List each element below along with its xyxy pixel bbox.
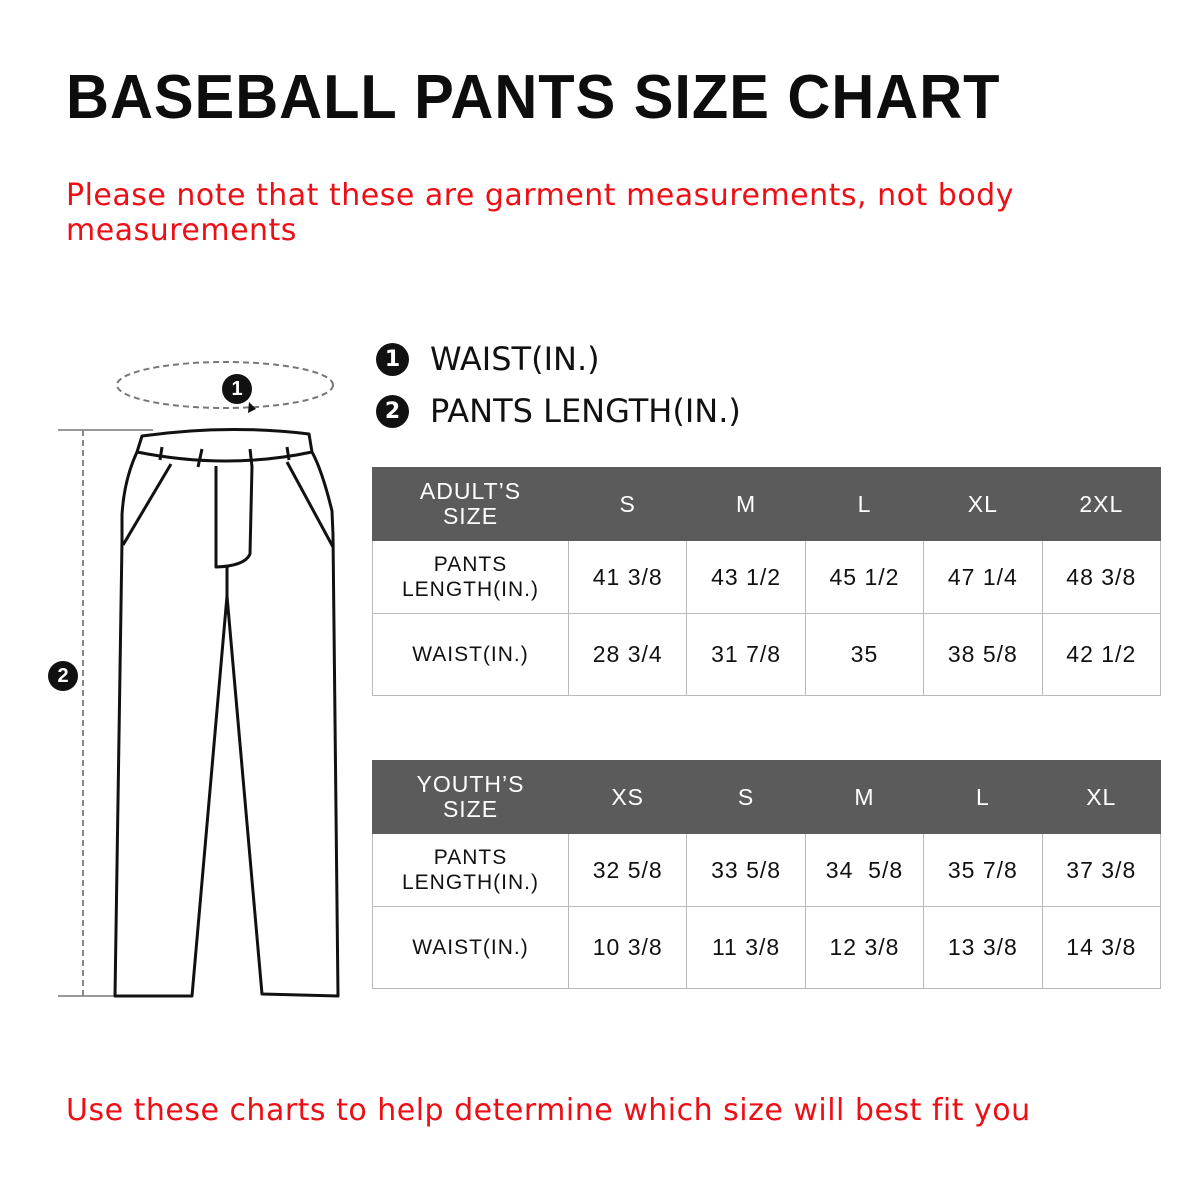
table-cell: 43 1/2 bbox=[686, 540, 806, 614]
table-cell: 11 3/8 bbox=[686, 906, 806, 989]
legend-label: WAIST(IN.) bbox=[430, 340, 600, 378]
header-line: SIZE bbox=[442, 503, 499, 529]
table-cell: 34 5/8 bbox=[804, 833, 925, 907]
note-line-2: measurements bbox=[66, 213, 297, 248]
garment-measurement-note: Please note that these are garment measu… bbox=[66, 178, 1014, 248]
header-cell: YOUTH’S SIZE bbox=[372, 760, 569, 834]
table-cell: 33 5/8 bbox=[686, 833, 806, 907]
size-header: L bbox=[804, 467, 925, 541]
row-label: WAIST(IN.) bbox=[372, 613, 569, 696]
table-cell: 47 1/4 bbox=[923, 540, 1043, 614]
label-line: LENGTH(IN.) bbox=[402, 871, 539, 894]
row-label: PANTS LENGTH(IN.) bbox=[372, 540, 569, 614]
adult-size-table: ADULT’S SIZE S M L XL 2XL PANTS LENGTH(IN.… bbox=[372, 467, 1162, 696]
table-header-row: ADULT’S SIZE S M L XL 2XL bbox=[372, 467, 1162, 541]
size-header: S bbox=[567, 467, 688, 541]
size-header: L bbox=[923, 760, 1043, 834]
legend-pants-length: 2 PANTS LENGTH(IN.) bbox=[376, 392, 741, 430]
legend-label: PANTS LENGTH(IN.) bbox=[430, 392, 741, 430]
table-cell: 41 3/8 bbox=[567, 540, 688, 614]
size-header: M bbox=[804, 760, 925, 834]
header-line: ADULT’S bbox=[419, 478, 522, 504]
row-label: WAIST(IN.) bbox=[372, 906, 569, 989]
size-header: S bbox=[686, 760, 806, 834]
table-cell: 28 3/4 bbox=[567, 613, 688, 696]
size-header: XL bbox=[923, 467, 1043, 541]
size-header: 2XL bbox=[1041, 467, 1162, 541]
table-header-row: YOUTH’S SIZE XS S M L XL bbox=[372, 760, 1162, 834]
label-line: PANTS bbox=[433, 846, 508, 869]
table-cell: 35 bbox=[804, 613, 925, 696]
table-cell: 42 1/2 bbox=[1041, 613, 1162, 696]
table-row: PANTS LENGTH(IN.) 41 3/8 43 1/2 45 1/2 47… bbox=[372, 540, 1162, 614]
fit-guidance-note: Use these charts to help determine which… bbox=[66, 1093, 1031, 1128]
length-marker-icon: 2 bbox=[48, 661, 78, 691]
size-header: XL bbox=[1041, 760, 1162, 834]
legend-waist: 1 WAIST(IN.) bbox=[376, 340, 600, 378]
size-header: XS bbox=[567, 760, 688, 834]
table-cell: 38 5/8 bbox=[923, 613, 1043, 696]
number-2-icon: 2 bbox=[376, 394, 409, 428]
table-cell: 32 5/8 bbox=[567, 833, 688, 907]
table-cell: 31 7/8 bbox=[686, 613, 806, 696]
pants-outline bbox=[113, 427, 340, 998]
label-line: LENGTH(IN.) bbox=[402, 578, 539, 601]
pants-diagram bbox=[58, 361, 340, 998]
waist-measure-ellipse bbox=[116, 361, 334, 409]
youth-size-table: YOUTH’S SIZE XS S M L XL PANTS LENGTH(IN.)… bbox=[372, 760, 1162, 989]
header-cell: ADULT’S SIZE bbox=[372, 467, 569, 541]
table-cell: 48 3/8 bbox=[1041, 540, 1162, 614]
table-cell: 10 3/8 bbox=[567, 906, 688, 989]
header-line: YOUTH’S bbox=[416, 771, 525, 797]
table-cell: 13 3/8 bbox=[923, 906, 1043, 989]
waist-arrow-icon bbox=[248, 402, 256, 413]
label-line: PANTS bbox=[433, 553, 508, 576]
table-cell: 35 7/8 bbox=[923, 833, 1043, 907]
table-cell: 45 1/2 bbox=[804, 540, 925, 614]
table-row: PANTS LENGTH(IN.) 32 5/8 33 5/8 34 5/8 35… bbox=[372, 833, 1162, 907]
number-1-icon: 1 bbox=[376, 342, 409, 376]
table-row: WAIST(IN.) 10 3/8 11 3/8 12 3/8 13 3/8 1… bbox=[372, 906, 1162, 989]
size-header: M bbox=[686, 467, 806, 541]
page-title: BASEBALL PANTS SIZE CHART bbox=[66, 63, 1001, 132]
table-cell: 14 3/8 bbox=[1041, 906, 1162, 989]
header-line: SIZE bbox=[442, 796, 499, 822]
table-cell: 12 3/8 bbox=[804, 906, 925, 989]
table-cell: 37 3/8 bbox=[1041, 833, 1162, 907]
row-label: PANTS LENGTH(IN.) bbox=[372, 833, 569, 907]
note-line-1: Please note that these are garment measu… bbox=[66, 178, 1014, 213]
table-row: WAIST(IN.) 28 3/4 31 7/8 35 38 5/8 42 1/… bbox=[372, 613, 1162, 696]
waist-marker-icon: 1 bbox=[222, 374, 252, 404]
